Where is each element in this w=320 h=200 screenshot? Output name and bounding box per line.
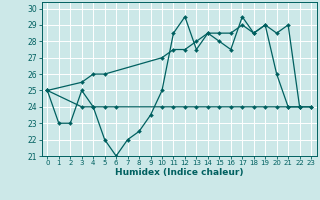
X-axis label: Humidex (Indice chaleur): Humidex (Indice chaleur): [115, 168, 244, 177]
